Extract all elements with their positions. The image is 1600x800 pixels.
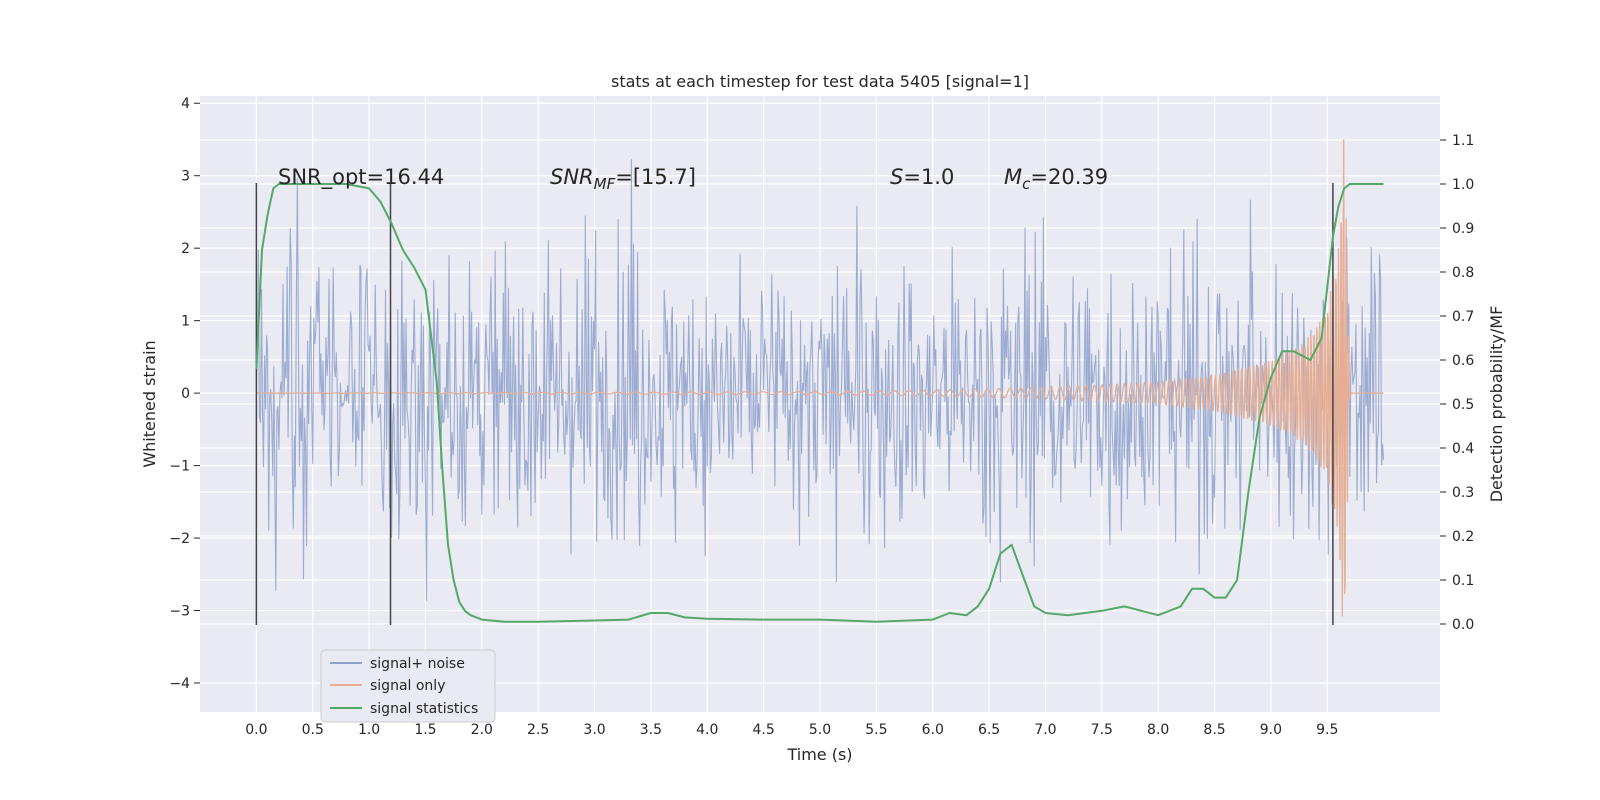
annotation-snr-mf-sub: MF [594, 175, 616, 193]
annotation-mc-label: M [1004, 165, 1022, 189]
annotation-mc-value: =20.39 [1030, 165, 1108, 189]
y2-tick-label: 0.7 [1452, 309, 1474, 325]
vertical-markers [255, 182, 1334, 626]
y-tick-label: −4 [169, 676, 190, 692]
x-tick-label: 6.5 [978, 722, 1000, 738]
legend-label-stats: signal statistics [370, 701, 478, 717]
y-tick-label: −3 [169, 604, 190, 620]
y2-tick-label: 1.0 [1452, 177, 1474, 193]
x-tick-label: 6.0 [922, 722, 944, 738]
y2-tick-label: 1.1 [1452, 133, 1474, 149]
y2-tick-label: 0.1 [1452, 573, 1474, 589]
noise-line [255, 159, 1385, 601]
annotation-snr-mf-prefix: SNR [550, 165, 594, 189]
x-tick-label: 1.5 [414, 722, 436, 738]
x-axis-ticks: 0.0 0.5 1.0 1.5 2.0 2.5 3.0 3.5 4.0 4.5 5.0 5.5 6.0 6… [245, 722, 1338, 738]
signal-statistics-series [255, 183, 1384, 623]
statistics-line [255, 183, 1384, 623]
y-tick-label: 4 [181, 96, 190, 112]
x-tick-label: 1.0 [358, 722, 380, 738]
y-tick-label: 2 [181, 241, 190, 257]
x-axis-label: Time (s) [786, 745, 852, 764]
annotation-mc-sub: c [1022, 175, 1031, 193]
legend-label-noise: signal+ noise [370, 656, 465, 672]
x-tick-label: 0.0 [245, 722, 267, 738]
y-axis-ticks: 4 3 2 1 0 −1 −2 −3 −4 [169, 96, 200, 692]
annotation-snr-mf: SNRMF=[15.7] [550, 165, 696, 193]
x-tick-label: 5.5 [865, 722, 887, 738]
x-tick-label: 8.0 [1147, 722, 1169, 738]
noise-series [255, 159, 1385, 601]
y2-tick-label: 0.9 [1452, 221, 1474, 237]
annotation-snr-opt: SNR_opt=16.44 [278, 165, 444, 190]
x-tick-label: 2.5 [527, 722, 549, 738]
y-tick-label: −2 [169, 531, 190, 547]
x-tick-label: 2.0 [471, 722, 493, 738]
signal-line [256, 139, 1384, 617]
x-tick-label: 9.0 [1260, 722, 1282, 738]
y-tick-label: 1 [181, 314, 190, 330]
y2-axis-ticks: 1.1 1.0 0.9 0.8 0.7 0.6 0.5 0.4 0.3 0.2 0.1 0.0 [1440, 133, 1474, 633]
y-axis-label: Whitened strain [140, 340, 159, 467]
x-tick-label: 0.5 [302, 722, 324, 738]
x-tick-label: 4.5 [753, 722, 775, 738]
annotation-s: S=1.0 [890, 165, 954, 189]
x-tick-label: 7.0 [1034, 722, 1056, 738]
x-tick-label: 7.5 [1091, 722, 1113, 738]
y2-tick-label: 0.8 [1452, 265, 1474, 281]
x-tick-label: 4.0 [696, 722, 718, 738]
legend: signal+ noise signal only signal statist… [320, 649, 496, 723]
y2-tick-label: 0.5 [1452, 397, 1474, 413]
y-tick-label: 0 [181, 386, 190, 402]
legend-label-signal: signal only [370, 678, 445, 694]
x-tick-label: 5.0 [809, 722, 831, 738]
y-tick-label: 3 [181, 169, 190, 185]
y2-tick-label: 0.2 [1452, 529, 1474, 545]
annotation-s-label: S [890, 165, 903, 189]
x-tick-label: 3.0 [583, 722, 605, 738]
y-tick-label: −1 [169, 459, 190, 475]
x-tick-label: 3.5 [640, 722, 662, 738]
y2-tick-label: 0.3 [1452, 485, 1474, 501]
annotation-s-value: =1.0 [903, 165, 954, 189]
legend-box [320, 649, 496, 723]
y2-axis-label: Detection probability/MF [1487, 306, 1506, 503]
y2-tick-label: 0.4 [1452, 441, 1474, 457]
x-tick-label: 9.5 [1316, 722, 1338, 738]
x-tick-label: 8.5 [1203, 722, 1225, 738]
annotation-snr-mf-value: =[15.7] [615, 165, 696, 189]
y2-tick-label: 0.6 [1452, 353, 1474, 369]
y2-tick-label: 0.0 [1452, 617, 1474, 633]
signal-only-series [256, 139, 1384, 617]
chart-title: stats at each timestep for test data 540… [611, 72, 1029, 91]
annotation-mc: Mc=20.39 [1004, 165, 1108, 193]
